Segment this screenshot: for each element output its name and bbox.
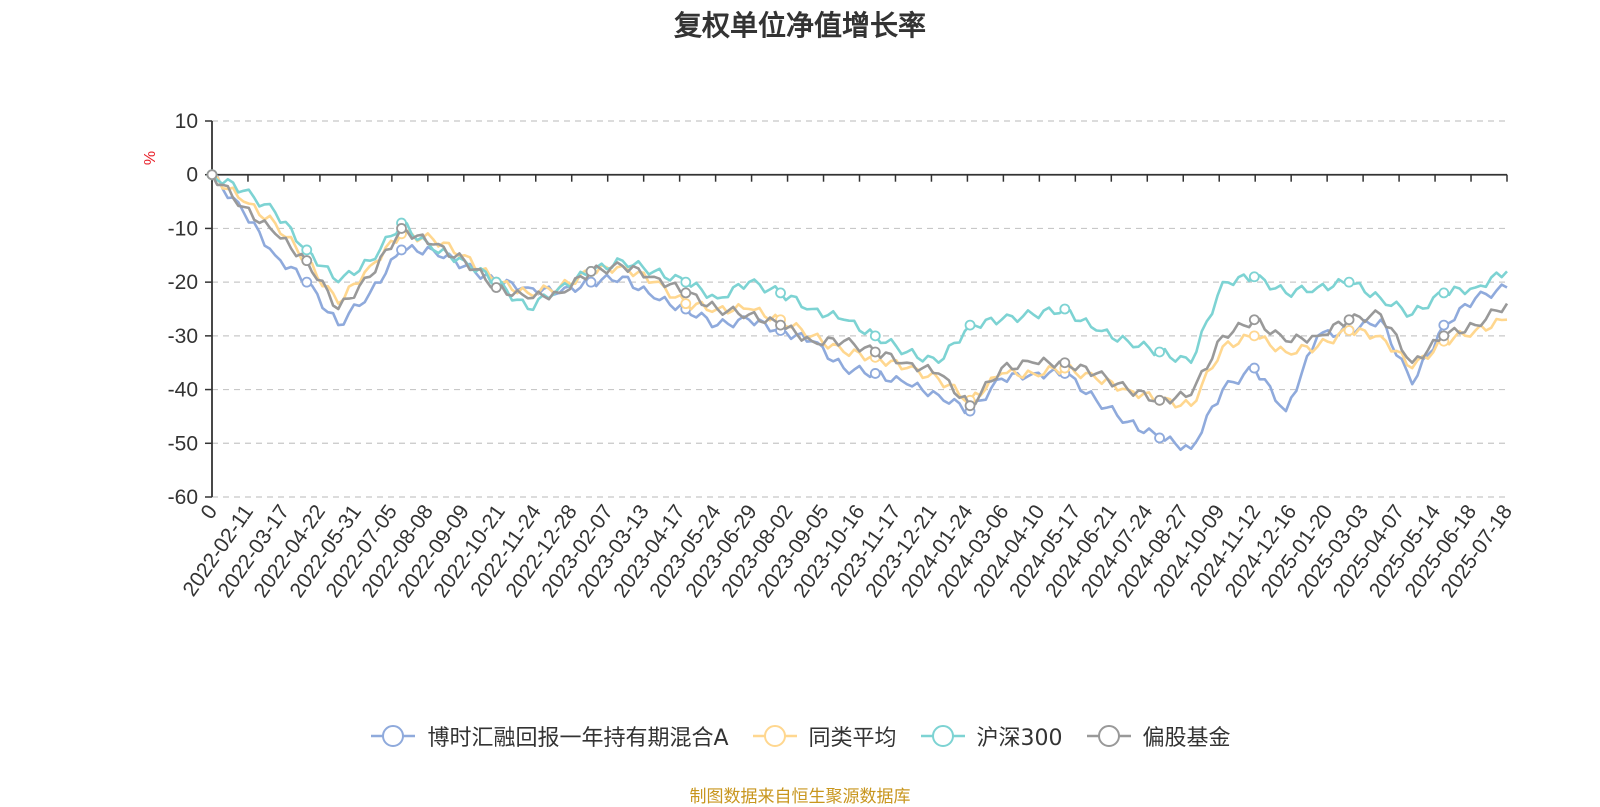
series-point xyxy=(1059,303,1071,315)
y-axis-unit-label: % xyxy=(142,151,159,165)
y-tick-label: 0 xyxy=(186,164,198,187)
series-point xyxy=(775,287,786,299)
y-tick-label: -10 xyxy=(168,217,198,240)
series-point xyxy=(1438,319,1450,331)
legend-swatch-icon xyxy=(1086,725,1131,747)
series-point xyxy=(680,298,692,310)
y-tick-label: 10 xyxy=(175,110,198,133)
y-tick-labels: 10 0 -10 -20 -30 -40 -50 -60 xyxy=(168,110,198,509)
series-point xyxy=(1343,325,1355,336)
series-point xyxy=(396,244,407,256)
legend-swatch-icon xyxy=(752,725,797,747)
series-point xyxy=(775,319,786,331)
legend-label: 博时汇融回报一年持有期混合A xyxy=(427,726,729,751)
legend-item-3[interactable]: 偏股基金 xyxy=(1085,720,1231,752)
series-point xyxy=(1154,432,1165,444)
series-point xyxy=(1248,362,1260,374)
series-point xyxy=(1154,346,1165,358)
series-line-2 xyxy=(211,173,1508,364)
series-lines xyxy=(206,169,1509,452)
series-point xyxy=(1154,394,1165,406)
series-point xyxy=(585,265,597,277)
series-point xyxy=(1438,330,1450,342)
series-point xyxy=(964,319,976,331)
legend: 博时汇融回报一年持有期混合A 同类平均 沪深300 偏股基金 xyxy=(0,720,1600,752)
x-tick-labels: 02022-02-112022-03-172022-04-222022-05-3… xyxy=(179,500,1518,601)
source-note: 制图数据来自恒生聚源数据库 xyxy=(689,787,911,807)
legend-item-2[interactable]: 沪深300 xyxy=(919,720,1063,752)
series-point xyxy=(1343,314,1355,326)
series-point xyxy=(1248,330,1260,342)
y-tick-label: -50 xyxy=(168,432,198,455)
series-point xyxy=(585,276,597,288)
series-point xyxy=(301,244,313,256)
series-line-3 xyxy=(210,174,1509,407)
series-point xyxy=(1438,287,1450,299)
series-point xyxy=(301,255,313,267)
series-point xyxy=(301,276,313,288)
series-point xyxy=(1343,276,1355,288)
legend-swatch-icon xyxy=(371,725,416,747)
legend-label: 沪深300 xyxy=(976,726,1063,751)
series-point xyxy=(964,400,976,412)
y-tick-label: -60 xyxy=(168,486,198,509)
series-line-0 xyxy=(211,173,1508,452)
series-point xyxy=(206,169,218,181)
series-point xyxy=(396,223,407,234)
series-point xyxy=(869,330,881,342)
legend-item-0[interactable]: 博时汇融回报一年持有期混合A xyxy=(369,720,729,752)
series-point xyxy=(490,282,502,293)
axes xyxy=(205,120,1508,498)
series-point xyxy=(1248,314,1260,326)
series-point xyxy=(680,276,692,288)
series-point xyxy=(1059,357,1071,369)
series-line-1 xyxy=(211,173,1508,409)
chart-title: 复权单位净值增长率 xyxy=(673,9,926,42)
legend-item-1[interactable]: 同类平均 xyxy=(751,720,897,752)
grid-lines xyxy=(212,120,1507,498)
legend-swatch-icon xyxy=(920,725,965,747)
y-tick-label: -30 xyxy=(168,325,198,348)
y-tick-label: -40 xyxy=(168,379,198,402)
y-tick-label: -20 xyxy=(168,271,198,294)
series-point xyxy=(1248,271,1260,283)
legend-label: 同类平均 xyxy=(808,726,897,751)
series-point xyxy=(869,368,881,379)
series-point xyxy=(680,287,692,299)
x-tick-label: 0 xyxy=(197,501,223,524)
legend-label: 偏股基金 xyxy=(1142,726,1231,751)
series-point xyxy=(869,346,881,358)
